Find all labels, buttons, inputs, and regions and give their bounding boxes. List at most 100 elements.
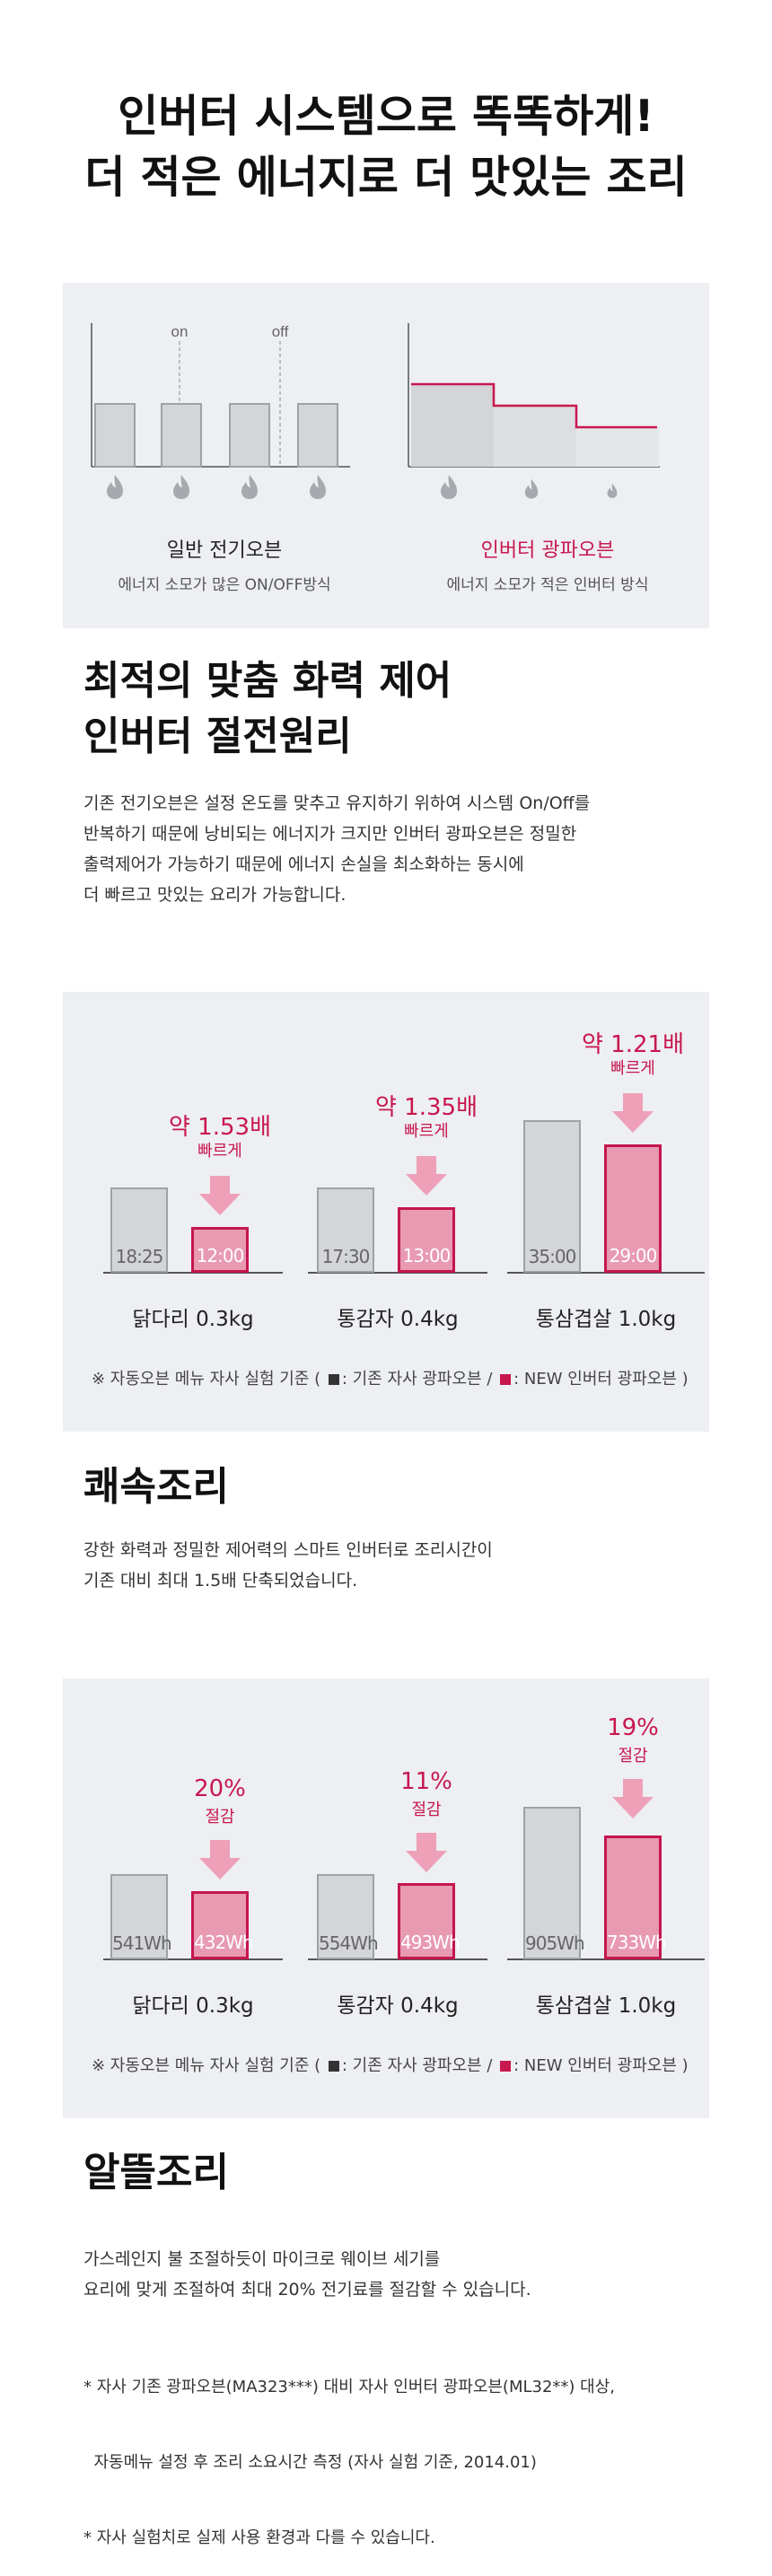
down-arrow-icon bbox=[199, 1176, 241, 1215]
inverter-diagram-panel: on off bbox=[63, 283, 709, 628]
bar-energy-old-potato: 554Wh bbox=[317, 1874, 379, 1959]
section1-body: 기존 전기오븐은 설정 온도를 맞추고 유지하기 위하여 시스템 On/Off를… bbox=[83, 788, 590, 910]
legend-gray-swatch bbox=[328, 1374, 339, 1385]
onoff-block-2 bbox=[161, 403, 202, 468]
flame-icon bbox=[107, 475, 123, 499]
category-pork: 통삼겹살 1.0kg bbox=[535, 1308, 677, 1331]
chart2-baseline-1 bbox=[103, 1958, 283, 1960]
time-chart-panel: 18:25 12:00 17:30 13:00 35:00 29:00 약 1.… bbox=[63, 992, 709, 1432]
callout-saving-potato-sub: 절감 bbox=[411, 1801, 442, 1819]
bar-time-old-pork: 35:00 bbox=[523, 1120, 581, 1273]
callout-saving-chicken-sub: 절감 bbox=[205, 1808, 235, 1827]
bar-time-old-potato: 17:30 bbox=[317, 1187, 374, 1273]
legend-gray-label: : 기존 자사 광파오븐 / bbox=[341, 1370, 493, 1389]
callout-saving-pork: 19% bbox=[607, 1714, 659, 1741]
down-arrow-icon bbox=[406, 1156, 447, 1196]
section1-body-line: 기존 전기오븐은 설정 온도를 맞추고 유지하기 위하여 시스템 On/Off를 bbox=[83, 793, 591, 813]
legend-gray-swatch bbox=[328, 2061, 339, 2072]
category-chicken: 닭다리 0.3kg bbox=[132, 1994, 254, 2018]
hero-title: 인버터 시스템으로 똑똑하게! 더 적은 에너지로 더 맛있는 조리 bbox=[0, 86, 772, 208]
bar-value: 432Wh bbox=[194, 1932, 254, 1953]
chart2-legend-note: ※ 자동오븐 메뉴 자사 실험 기준 ( : 기존 자사 광파오븐 / : NE… bbox=[92, 2053, 689, 2076]
bar-value: 493Wh bbox=[400, 1932, 461, 1953]
category-pork: 통삼겹살 1.0kg bbox=[535, 1994, 677, 2018]
section1-body-line: 더 빠르고 맛있는 요리가 가능합니다. bbox=[83, 885, 347, 905]
bar-energy-new-pork: 733Wh bbox=[604, 1836, 667, 1959]
energy-chart-panel: 541Wh 432Wh 554Wh 493Wh 905Wh 733Wh 20% … bbox=[63, 1678, 709, 2118]
chart1-baseline-3 bbox=[507, 1272, 705, 1274]
legend-pink-swatch bbox=[500, 1374, 512, 1385]
callout-speedup-pork: 약 1.21배 bbox=[582, 1031, 684, 1058]
on-label: on bbox=[171, 323, 189, 340]
note-prefix: ※ 자동오븐 메뉴 자사 실험 기준 ( bbox=[92, 1370, 321, 1389]
chart1-baseline-2 bbox=[308, 1272, 487, 1274]
bar-time-new-chicken: 12:00 bbox=[191, 1227, 249, 1273]
bar-value: 905Wh bbox=[525, 1932, 585, 1954]
category-potato: 통감자 0.4kg bbox=[337, 1308, 459, 1331]
bar-value: 17:30 bbox=[321, 1246, 371, 1267]
down-arrow-icon bbox=[612, 1093, 654, 1133]
right-diagram-title: 인버터 광파오븐 bbox=[480, 539, 615, 562]
bar-energy-new-potato: 493Wh bbox=[398, 1883, 461, 1959]
flame-icon-large bbox=[441, 475, 457, 499]
callout-saving-chicken: 20% bbox=[194, 1775, 246, 1802]
bar-time-new-potato: 13:00 bbox=[398, 1207, 455, 1273]
inverter-diagram: on off bbox=[91, 323, 660, 499]
bar-value: 35:00 bbox=[528, 1246, 577, 1267]
inverter-step-2 bbox=[494, 406, 576, 467]
section1-body-line: 출력제어가 가능하기 때문에 에너지 손실을 최소화하는 동시에 bbox=[83, 854, 524, 874]
category-potato: 통감자 0.4kg bbox=[337, 1994, 459, 2018]
onoff-block-3 bbox=[229, 403, 270, 468]
bar-value: 541Wh bbox=[112, 1932, 172, 1954]
bar-time-old-chicken: 18:25 bbox=[110, 1187, 168, 1273]
section1-title-line2: 인버터 절전원리 bbox=[83, 714, 352, 759]
left-diagram-subtitle: 에너지 소모가 많은 ON/OFF방식 bbox=[118, 576, 331, 594]
right-diagram-subtitle: 에너지 소모가 적은 인버터 방식 bbox=[446, 576, 649, 594]
footnote-line: * 자사 실험치로 실제 사용 환경과 다를 수 있습니다. bbox=[83, 2528, 435, 2547]
legend-pink-label: : NEW 인버터 광파오븐 ) bbox=[513, 2056, 689, 2075]
callout-speedup-potato-sub: 빠르게 bbox=[404, 1122, 449, 1141]
section2-body: 강한 화력과 정밀한 제어력의 스마트 인버터로 조리시간이 기존 대비 최대 … bbox=[83, 1535, 493, 1596]
flame-icon-small bbox=[607, 483, 618, 498]
chart2-baseline-2 bbox=[308, 1958, 487, 1960]
bar-time-new-pork: 29:00 bbox=[604, 1144, 662, 1273]
legend-pink-swatch bbox=[500, 2061, 512, 2072]
bar-value: 13:00 bbox=[402, 1245, 452, 1266]
bar-energy-old-chicken: 541Wh bbox=[110, 1874, 172, 1959]
legend-pink-label: : NEW 인버터 광파오븐 ) bbox=[513, 1370, 689, 1389]
section3-body-line: 요리에 맞게 조절하여 최대 20% 전기료를 절감할 수 있습니다. bbox=[83, 2280, 531, 2300]
callout-saving-pork-sub: 절감 bbox=[618, 1747, 648, 1766]
onoff-block-4 bbox=[297, 403, 338, 468]
callout-saving-potato: 11% bbox=[400, 1768, 452, 1795]
chart1-baseline-1 bbox=[103, 1272, 283, 1274]
hero-line-1: 인버터 시스템으로 똑똑하게! bbox=[118, 91, 654, 142]
footnote-line: * 자사 기존 광파오븐(MA323***) 대비 자사 인버터 광파오븐(ML… bbox=[83, 2378, 616, 2396]
inverter-step-3 bbox=[576, 427, 659, 467]
footnote-line: 자동메뉴 설정 후 조리 소요시간 측정 (자사 실험 기준, 2014.01) bbox=[83, 2453, 537, 2472]
bar-value: 12:00 bbox=[196, 1245, 245, 1266]
section2-title: 쾌속조리 bbox=[83, 1464, 229, 1510]
callout-speedup-chicken: 약 1.53배 bbox=[169, 1114, 271, 1141]
onoff-block-1 bbox=[94, 403, 136, 468]
callout-speedup-chicken-sub: 빠르게 bbox=[197, 1142, 242, 1161]
left-diagram-title: 일반 전기오븐 bbox=[166, 539, 283, 562]
bar-value: 18:25 bbox=[115, 1246, 164, 1267]
inverter-step-1 bbox=[411, 384, 494, 467]
flame-icon bbox=[241, 475, 258, 499]
hero-line-2: 더 적은 에너지로 더 맛있는 조리 bbox=[84, 152, 688, 203]
bar-value: 733Wh bbox=[607, 1932, 667, 1953]
bar-energy-old-pork: 905Wh bbox=[523, 1807, 585, 1959]
flame-icon bbox=[173, 475, 189, 499]
note-prefix: ※ 자동오븐 메뉴 자사 실험 기준 ( bbox=[92, 2056, 321, 2075]
off-label: off bbox=[272, 323, 289, 340]
down-arrow-icon bbox=[612, 1779, 654, 1818]
down-arrow-icon bbox=[199, 1840, 241, 1879]
section3-body-line: 가스레인지 불 조절하듯이 마이크로 웨이브 세기를 bbox=[83, 2249, 441, 2269]
section2-body-line: 강한 화력과 정밀한 제어력의 스마트 인버터로 조리시간이 bbox=[83, 1540, 493, 1560]
chart2-baseline-3 bbox=[507, 1958, 705, 1960]
section3-title: 알뜰조리 bbox=[83, 2150, 229, 2195]
section1-body-line: 반복하기 때문에 낭비되는 에너지가 크지만 인버터 광파오븐은 정밀한 bbox=[83, 824, 577, 844]
section1-title-line1: 최적의 맞춤 화력 제어 bbox=[83, 658, 452, 704]
section3-body: 가스레인지 불 조절하듯이 마이크로 웨이브 세기를 요리에 맞게 조절하여 최… bbox=[83, 2244, 531, 2305]
inverter-power-line bbox=[411, 382, 657, 429]
